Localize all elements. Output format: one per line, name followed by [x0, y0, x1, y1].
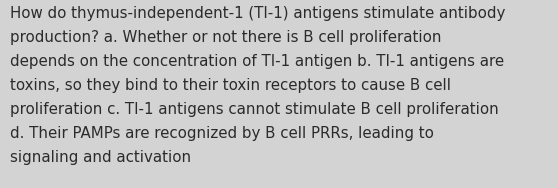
Text: proliferation c. TI-1 antigens cannot stimulate B cell proliferation: proliferation c. TI-1 antigens cannot st… [10, 102, 499, 117]
Text: signaling and activation: signaling and activation [10, 150, 191, 165]
Text: depends on the concentration of TI-1 antigen b. TI-1 antigens are: depends on the concentration of TI-1 ant… [10, 54, 504, 69]
Text: toxins, so they bind to their toxin receptors to cause B cell: toxins, so they bind to their toxin rece… [10, 78, 451, 93]
Text: production? a. Whether or not there is B cell proliferation: production? a. Whether or not there is B… [10, 30, 441, 45]
Text: d. Their PAMPs are recognized by B cell PRRs, leading to: d. Their PAMPs are recognized by B cell … [10, 126, 434, 141]
Text: How do thymus-independent-1 (TI-1) antigens stimulate antibody: How do thymus-independent-1 (TI-1) antig… [10, 6, 506, 21]
